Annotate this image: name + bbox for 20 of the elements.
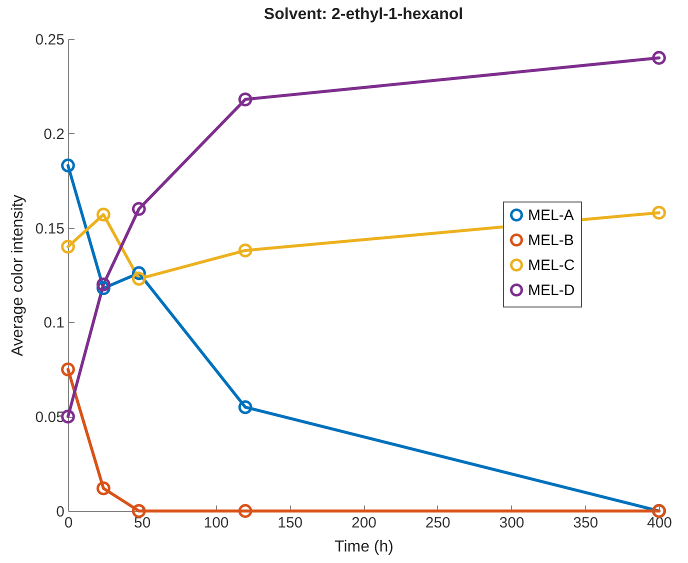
legend-label: MEL-A <box>528 207 574 224</box>
y-tick-label: 0.1 <box>44 314 64 332</box>
x-tick-label: 300 <box>499 514 524 532</box>
chart-title: Solvent: 2-ethyl-1-hexanol <box>264 6 464 23</box>
legend-label: MEL-B <box>528 232 574 249</box>
x-tick-label: 150 <box>278 514 303 532</box>
y-tick-label: 0.2 <box>44 126 64 143</box>
legend-label: MEL-D <box>528 282 575 299</box>
x-tick-label: 100 <box>204 514 229 532</box>
x-tick-label: 350 <box>573 514 598 532</box>
y-tick-label: 0.15 <box>35 220 64 238</box>
x-tick-label: 200 <box>351 514 377 532</box>
x-tick-label: 50 <box>134 514 151 532</box>
x-tick-label: 250 <box>425 514 450 532</box>
y-tick-label: 0.25 <box>35 32 64 48</box>
legend-label: MEL-C <box>528 257 575 274</box>
x-axis-title: Time (h) <box>334 538 394 556</box>
y-axis-title: Average color intensity <box>9 194 26 356</box>
x-tick-label: 400 <box>646 514 672 532</box>
y-tick-label: 0 <box>56 504 64 520</box>
